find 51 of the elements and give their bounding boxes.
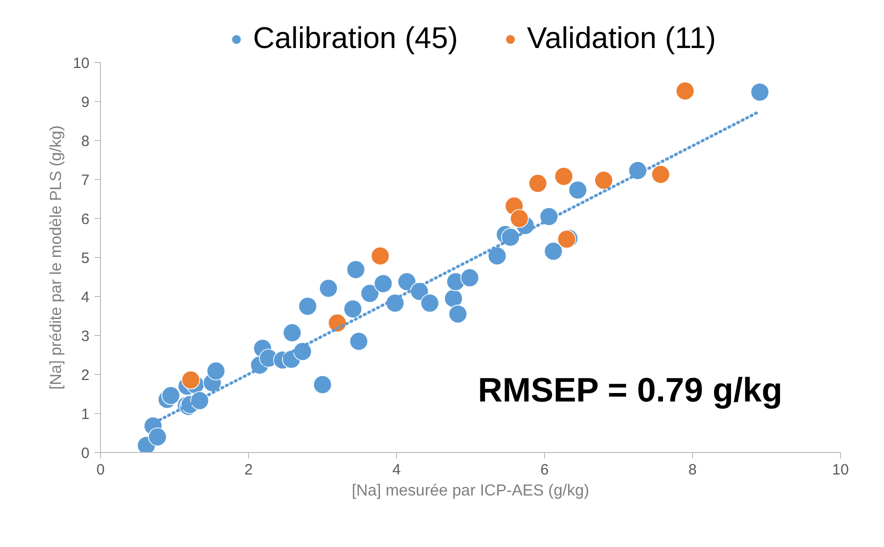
y-axis-title: [Na] prédite par le modèle PLS (g/kg) (48, 125, 65, 390)
legend-label: Validation (11) (527, 22, 716, 56)
point (282, 323, 302, 342)
point (750, 82, 770, 102)
y-tick-label: 7 (81, 172, 90, 189)
point (360, 284, 380, 303)
y-tick-label: 8 (81, 133, 90, 150)
point (420, 294, 440, 313)
point (568, 180, 588, 200)
point (460, 268, 480, 288)
y-tick-label: 5 (81, 250, 90, 267)
point (181, 370, 200, 390)
point (676, 82, 694, 100)
point (343, 300, 362, 318)
y-tick-label: 3 (81, 328, 90, 345)
point (444, 289, 463, 308)
point (544, 242, 563, 261)
y-tick-label: 0 (81, 445, 90, 462)
point (206, 362, 226, 380)
point (148, 428, 167, 446)
point (488, 246, 507, 266)
y-tick-label: 1 (81, 406, 90, 423)
x-tick-label: 2 (244, 462, 253, 478)
x-tick-label: 8 (688, 462, 697, 478)
point (298, 296, 318, 316)
point (319, 278, 338, 298)
point (594, 170, 614, 190)
point (510, 209, 529, 228)
y-tick-label: 2 (81, 367, 90, 384)
point (349, 332, 368, 351)
point (346, 260, 366, 279)
x-axis-title: [Na] mesurée par ICP-AES (g/kg) (352, 482, 590, 500)
point (161, 386, 180, 405)
point (651, 165, 670, 184)
point (397, 272, 416, 292)
y-tick-label: 4 (81, 289, 90, 306)
x-tick-label: 0 (96, 462, 105, 478)
point (370, 246, 390, 266)
point (528, 174, 548, 193)
x-tick-label: 6 (540, 462, 549, 478)
point (313, 375, 332, 394)
point (448, 304, 468, 324)
y-tick-label: 9 (81, 94, 90, 111)
legend-label: Calibration (45) (252, 22, 458, 56)
x-tick-label: 10 (832, 462, 849, 478)
y-tick-label: 10 (72, 55, 90, 72)
y-tick-label: 6 (81, 211, 90, 228)
x-tick-label: 4 (392, 462, 401, 478)
point (554, 167, 574, 186)
annotation: RMSEP = 0.79 g/kg (478, 372, 782, 410)
point (374, 274, 393, 294)
